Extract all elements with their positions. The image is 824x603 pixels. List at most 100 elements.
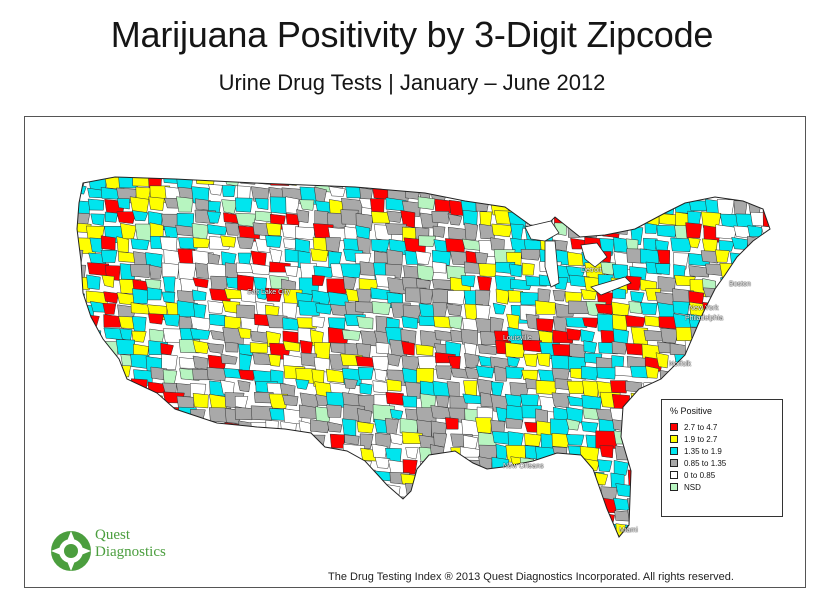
zipcode-region: [464, 222, 479, 241]
zipcode-region: [238, 444, 252, 461]
zipcode-region: [688, 536, 710, 537]
zipcode-region: [345, 499, 362, 516]
zipcode-region: [746, 313, 764, 329]
zipcode-region: [460, 275, 476, 288]
zipcode-region: [148, 196, 165, 211]
zipcode-region: [134, 511, 156, 529]
zipcode-region: [371, 301, 392, 316]
zipcode-region: [360, 538, 380, 555]
zipcode-region: [478, 344, 498, 355]
legend-item: 1.9 to 2.7: [670, 434, 774, 444]
zipcode-region: [565, 460, 587, 475]
zipcode-region: [434, 497, 454, 514]
zipcode-region: [507, 289, 524, 303]
zipcode-region: [522, 339, 542, 353]
zipcode-region: [325, 525, 347, 537]
zipcode-region: [641, 535, 662, 537]
zipcode-region: [236, 304, 255, 320]
zipcode-region: [249, 434, 269, 451]
zipcode-region: [460, 177, 479, 187]
zipcode-region: [161, 353, 178, 371]
zipcode-region: [88, 496, 111, 508]
zipcode-region: [295, 522, 317, 537]
zipcode-region: [764, 352, 770, 365]
zipcode-region: [550, 512, 564, 525]
zipcode-region: [534, 300, 556, 315]
zipcode-region: [581, 482, 595, 494]
zipcode-region: [627, 535, 651, 537]
zipcode-region: [255, 288, 269, 300]
city-label-salt-lake-city: Salt Lake City: [247, 289, 291, 296]
zipcode-region: [165, 473, 183, 493]
zipcode-region: [269, 248, 283, 263]
zipcode-region: [175, 458, 189, 471]
zipcode-region: [221, 499, 237, 512]
zipcode-region: [429, 471, 452, 486]
zipcode-region: [509, 473, 528, 485]
zipcode-region: [116, 198, 130, 210]
zipcode-region: [750, 177, 770, 191]
zipcode-region: [296, 209, 310, 223]
zipcode-region: [385, 509, 405, 523]
zipcode-region: [550, 177, 572, 183]
zipcode-region: [356, 482, 373, 499]
city-label-boston: Boston: [729, 281, 751, 288]
zipcode-region: [250, 446, 267, 461]
zipcode-region: [116, 509, 138, 527]
zipcode-region: [85, 342, 107, 357]
zipcode-region: [298, 470, 319, 483]
zipcode-region: [674, 177, 697, 186]
zipcode-region: [235, 508, 252, 522]
zipcode-region: [551, 392, 571, 409]
zipcode-region: [448, 471, 467, 485]
zipcode-region: [386, 210, 403, 223]
zipcode-region: [265, 473, 288, 492]
zipcode-region: [104, 369, 125, 383]
zipcode-region: [475, 417, 492, 434]
zipcode-region: [655, 352, 669, 369]
zipcode-region: [357, 366, 374, 380]
zipcode-region: [402, 459, 418, 475]
zipcode-region: [120, 383, 141, 396]
zipcode-region: [206, 343, 225, 354]
zipcode-region: [669, 184, 690, 197]
zipcode-region: [431, 210, 450, 224]
zipcode-region: [614, 537, 634, 549]
zipcode-region: [760, 225, 770, 238]
zipcode-region: [522, 534, 536, 537]
legend-title: % Positive: [670, 406, 713, 416]
zipcode-region: [415, 250, 432, 265]
zipcode-region: [642, 183, 658, 198]
zipcode-region: [701, 329, 721, 341]
zipcode-region: [88, 445, 103, 462]
zipcode-region: [310, 497, 330, 513]
zipcode-region: [130, 238, 150, 251]
zipcode-region: [612, 314, 628, 331]
zipcode-region: [295, 459, 312, 478]
zipcode-region: [115, 365, 132, 378]
zipcode-region: [315, 446, 336, 465]
zipcode-region: [87, 198, 105, 211]
zipcode-region: [534, 498, 552, 510]
zipcode-region: [384, 177, 403, 184]
zipcode-region: [208, 393, 228, 410]
zipcode-region: [77, 469, 90, 485]
zipcode-region: [220, 486, 243, 498]
zipcode-region: [193, 538, 214, 553]
zipcode-region: [116, 430, 131, 445]
zipcode-region: [371, 356, 389, 371]
zipcode-region: [611, 341, 628, 355]
zipcode-region: [119, 417, 136, 429]
zipcode-region: [629, 461, 648, 473]
zipcode-region: [672, 301, 690, 316]
zipcode-region: [116, 236, 130, 253]
zipcode-region: [354, 522, 375, 537]
zipcode-region: [595, 303, 616, 315]
zipcode-region: [130, 444, 148, 458]
legend-label: 0 to 0.85: [684, 470, 716, 480]
zipcode-region: [417, 485, 437, 497]
zipcode-region: [87, 511, 103, 526]
zipcode-region: [507, 431, 524, 448]
zipcode-region: [520, 249, 542, 261]
zipcode-region: [523, 353, 538, 367]
